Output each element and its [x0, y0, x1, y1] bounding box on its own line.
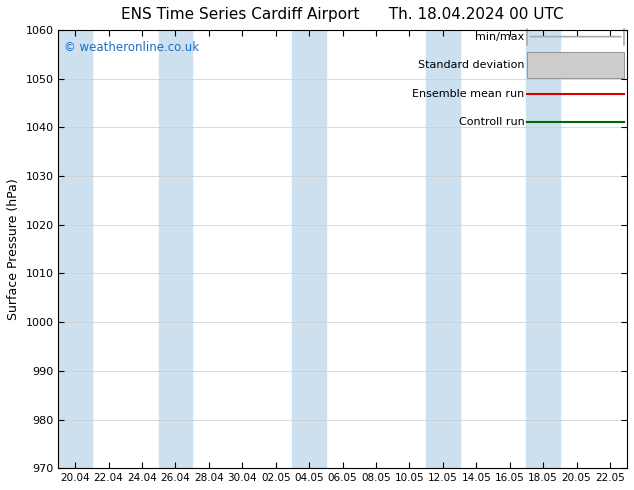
Bar: [58, 30, 92, 468]
Text: Standard deviation: Standard deviation: [418, 60, 524, 70]
Bar: [527, 52, 624, 78]
Y-axis label: Surface Pressure (hPa): Surface Pressure (hPa): [7, 178, 20, 320]
Text: © weatheronline.co.uk: © weatheronline.co.uk: [64, 41, 199, 54]
Bar: [426, 30, 460, 468]
Title: ENS Time Series Cardiff Airport      Th. 18.04.2024 00 UTC: ENS Time Series Cardiff Airport Th. 18.0…: [121, 7, 564, 22]
Text: Ensemble mean run: Ensemble mean run: [412, 89, 524, 98]
Bar: [158, 30, 192, 468]
Bar: [292, 30, 326, 468]
Text: Controll run: Controll run: [458, 117, 524, 127]
Text: min/max: min/max: [475, 32, 524, 42]
Bar: [526, 30, 560, 468]
